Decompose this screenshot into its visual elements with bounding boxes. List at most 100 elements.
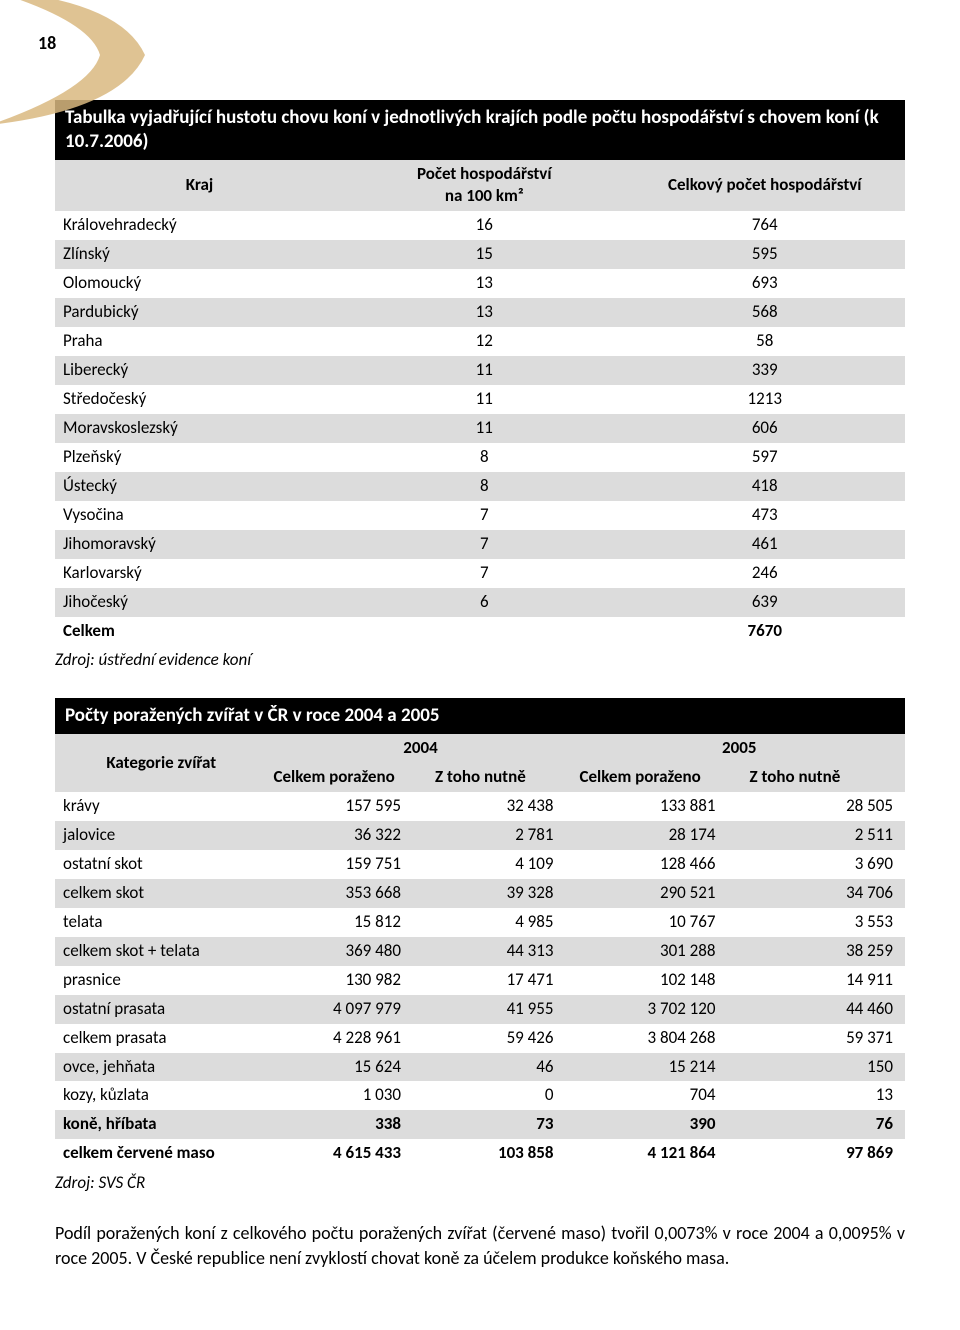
cell-a: 157 595 (268, 792, 430, 821)
table-row: Celkem7670 (55, 617, 905, 646)
cell-b: 2 781 (429, 821, 574, 850)
table-row: Karlovarský7246 (55, 559, 905, 588)
table1-col-per100: Počet hospodářství na 100 km² (344, 160, 625, 212)
cell-kat: telata (55, 908, 268, 937)
cell-c: 28 174 (574, 821, 744, 850)
table-row: ostatní prasata4 097 97941 9553 702 1204… (55, 995, 905, 1024)
cell-total: 473 (625, 501, 906, 530)
cell-per100 (344, 617, 625, 646)
cell-kat: kozy, kůzlata (55, 1081, 268, 1110)
cell-kraj: Karlovarský (55, 559, 344, 588)
table2: Kategorie zvířat 2004 2005 Celkem poraže… (55, 734, 905, 1168)
cell-kraj: Moravskoslezský (55, 414, 344, 443)
cell-a: 1 030 (268, 1081, 430, 1110)
cell-per100: 6 (344, 588, 625, 617)
cell-total: 461 (625, 530, 906, 559)
table2-col-kategorie: Kategorie zvířat (55, 734, 268, 792)
table2-col-2005-cp: Celkem poraženo (574, 763, 744, 792)
table-row: telata15 8124 98510 7673 553 (55, 908, 905, 937)
cell-a: 4 097 979 (268, 995, 430, 1024)
table-row: Liberecký11339 (55, 356, 905, 385)
cell-kraj: Celkem (55, 617, 344, 646)
cell-per100: 7 (344, 559, 625, 588)
cell-kraj: Jihomoravský (55, 530, 344, 559)
cell-per100: 8 (344, 472, 625, 501)
table-row: Jihočeský6639 (55, 588, 905, 617)
cell-a: 4 615 433 (268, 1139, 430, 1168)
cell-b: 103 858 (429, 1139, 574, 1168)
cell-d: 76 (744, 1110, 906, 1139)
leaf-icon (0, 0, 180, 130)
cell-a: 15 624 (268, 1053, 430, 1082)
cell-total: 595 (625, 240, 906, 269)
table2-title: Počty poražených zvířat v ČR v roce 2004… (55, 698, 905, 734)
cell-b: 39 328 (429, 879, 574, 908)
cell-total: 764 (625, 211, 906, 240)
cell-per100: 7 (344, 530, 625, 559)
cell-kat: krávy (55, 792, 268, 821)
cell-kat: celkem prasata (55, 1024, 268, 1053)
table-row: celkem prasata4 228 96159 4263 804 26859… (55, 1024, 905, 1053)
cell-c: 390 (574, 1110, 744, 1139)
cell-per100: 13 (344, 298, 625, 327)
cell-b: 41 955 (429, 995, 574, 1024)
cell-a: 159 751 (268, 850, 430, 879)
cell-c: 3 804 268 (574, 1024, 744, 1053)
cell-b: 44 313 (429, 937, 574, 966)
cell-d: 38 259 (744, 937, 906, 966)
page-corner: 18 (0, 0, 960, 100)
cell-kraj: Pardubický (55, 298, 344, 327)
cell-b: 4 109 (429, 850, 574, 879)
table-row: celkem červené maso4 615 433103 8584 121… (55, 1139, 905, 1168)
table1: Kraj Počet hospodářství na 100 km² Celko… (55, 160, 905, 646)
cell-kraj: Praha (55, 327, 344, 356)
cell-kat: ostatní skot (55, 850, 268, 879)
cell-b: 46 (429, 1053, 574, 1082)
cell-kraj: Liberecký (55, 356, 344, 385)
cell-per100: 12 (344, 327, 625, 356)
cell-kat: jalovice (55, 821, 268, 850)
cell-total: 58 (625, 327, 906, 356)
table1-col-per100-l2: na 100 km² (352, 185, 617, 208)
table-row: Olomoucký13693 (55, 269, 905, 298)
table1-title: Tabulka vyjadřující hustotu chovu koní v… (55, 100, 905, 160)
cell-c: 290 521 (574, 879, 744, 908)
cell-kat: ovce, jehňata (55, 1053, 268, 1082)
table2-col-2004-zn: Z toho nutně (429, 763, 574, 792)
table1-source: Zdroj: ústřední evidence koní (55, 649, 905, 670)
cell-per100: 13 (344, 269, 625, 298)
cell-total: 568 (625, 298, 906, 327)
cell-a: 353 668 (268, 879, 430, 908)
cell-kraj: Ústecký (55, 472, 344, 501)
page-number: 18 (38, 32, 56, 54)
cell-per100: 15 (344, 240, 625, 269)
cell-kat: koně, hříbata (55, 1110, 268, 1139)
cell-kraj: Plzeňský (55, 443, 344, 472)
cell-d: 2 511 (744, 821, 906, 850)
table-row: Vysočina7473 (55, 501, 905, 530)
cell-a: 338 (268, 1110, 430, 1139)
cell-kat: celkem skot + telata (55, 937, 268, 966)
table1-col-total: Celkový počet hospodářství (625, 160, 906, 212)
cell-c: 128 466 (574, 850, 744, 879)
cell-b: 32 438 (429, 792, 574, 821)
cell-a: 369 480 (268, 937, 430, 966)
cell-total: 693 (625, 269, 906, 298)
cell-per100: 11 (344, 356, 625, 385)
table-row: Jihomoravský7461 (55, 530, 905, 559)
cell-per100: 11 (344, 414, 625, 443)
table-row: koně, hříbata3387339076 (55, 1110, 905, 1139)
cell-c: 4 121 864 (574, 1139, 744, 1168)
cell-per100: 16 (344, 211, 625, 240)
table-row: kozy, kůzlata1 030070413 (55, 1081, 905, 1110)
cell-a: 15 812 (268, 908, 430, 937)
table-row: Plzeňský8597 (55, 443, 905, 472)
cell-total: 339 (625, 356, 906, 385)
table-row: Středočeský111213 (55, 385, 905, 414)
cell-kraj: Olomoucký (55, 269, 344, 298)
table-row: krávy157 59532 438133 88128 505 (55, 792, 905, 821)
cell-d: 97 869 (744, 1139, 906, 1168)
cell-d: 59 371 (744, 1024, 906, 1053)
cell-c: 10 767 (574, 908, 744, 937)
cell-b: 59 426 (429, 1024, 574, 1053)
